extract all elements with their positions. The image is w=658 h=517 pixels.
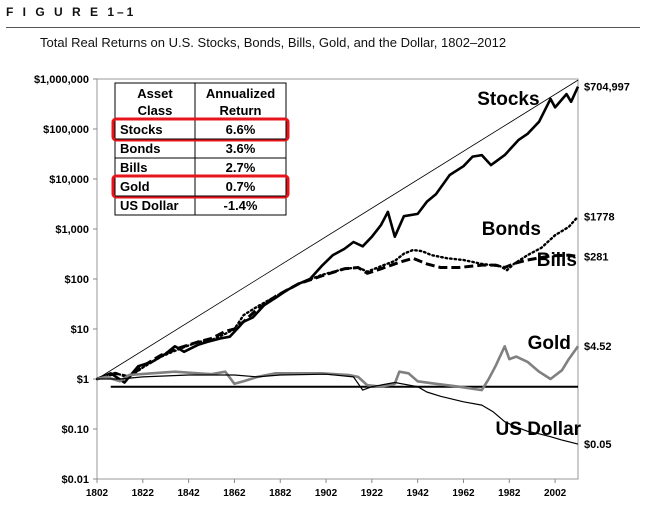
y-tick-label: $100	[65, 274, 89, 286]
figure-label: F I G U R E 1–1	[6, 5, 137, 19]
y-tick-label: $1	[77, 374, 89, 386]
table-header-line: Asset	[137, 86, 173, 101]
y-tick-label: $1,000,000	[34, 74, 89, 86]
stocks-end-label: $704,997	[584, 82, 630, 94]
annualized-return-table: Asset Class Annualized Return Stocks 6.6% Bond…	[111, 82, 290, 216]
x-tick-label: 2002	[544, 488, 567, 499]
x-tick-label: 1962	[452, 488, 475, 499]
bonds-line	[95, 215, 580, 381]
x-tick-label: 1982	[498, 488, 521, 499]
y-tick-label: $100,000	[43, 124, 89, 136]
bills-end-label: $281	[584, 252, 608, 264]
table-cell-return: 3.6%	[226, 141, 256, 156]
table-header: Asset Class	[137, 86, 173, 118]
table-cell-asset: Bills	[120, 160, 147, 175]
x-tick-label: 1942	[407, 488, 430, 499]
figure-caption: Total Real Returns on U.S. Stocks, Bonds…	[40, 35, 507, 50]
x-tick-label: 1822	[132, 488, 155, 499]
figure-divider	[6, 27, 640, 28]
table-cell-return: 0.7%	[226, 179, 256, 194]
bonds-series-label: Bonds	[482, 219, 541, 240]
table-header-line: Annualized	[206, 86, 275, 101]
stocks-line	[96, 86, 580, 384]
gold-end-label: $4.52	[584, 341, 612, 353]
stocks-trend-line	[96, 79, 579, 380]
x-tick-label: 1862	[223, 488, 246, 499]
bonds-end-label: $1778	[584, 212, 615, 224]
us-dollar-line	[97, 373, 579, 445]
table-cell-asset: US Dollar	[120, 198, 179, 213]
table-frame	[114, 82, 287, 216]
table-header-line: Class	[138, 103, 173, 118]
x-tick-label: 1922	[361, 488, 384, 499]
table-cell-asset: Gold	[120, 179, 150, 194]
gold-line	[96, 345, 580, 392]
y-tick-label: $1,000	[55, 224, 89, 236]
table-cell-asset: Bonds	[120, 141, 160, 156]
table-header: Annualized Return	[206, 86, 275, 118]
y-tick-label: $0.10	[61, 424, 89, 436]
stocks-series-label: Stocks	[477, 89, 539, 110]
table-row-highlight	[111, 174, 290, 199]
us-dollar-series-label: US Dollar	[496, 419, 582, 440]
y-tick-label: $0.01	[61, 474, 89, 486]
bills-series-label: Bills	[537, 250, 577, 271]
x-tick-label: 1902	[315, 488, 338, 499]
table-row-highlight	[111, 117, 290, 142]
y-tick-label: $10,000	[49, 174, 89, 186]
bills-line	[96, 253, 579, 381]
us-dollar-end-label: $0.05	[584, 439, 612, 451]
gold-series-label: Gold	[528, 333, 571, 354]
table-cell-return: 6.6%	[226, 122, 256, 137]
x-tick-label: 1802	[86, 488, 109, 499]
table-cell-return: 2.7%	[226, 160, 256, 175]
table-cell-return: -1.4%	[224, 198, 258, 213]
y-tick-label: $10	[71, 324, 89, 336]
table-cell-asset: Stocks	[120, 122, 163, 137]
x-tick-label: 1882	[269, 488, 292, 499]
x-tick-label: 1842	[177, 488, 200, 499]
table-header-line: Return	[220, 103, 262, 118]
